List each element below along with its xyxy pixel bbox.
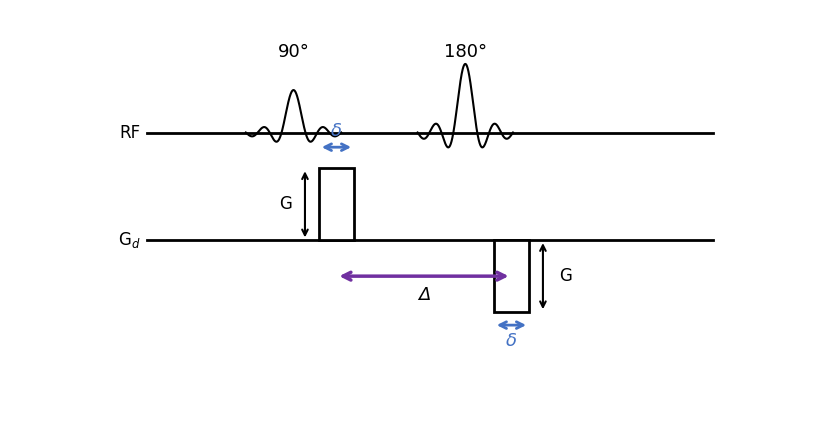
Text: δ: δ — [506, 332, 517, 350]
Bar — [494, 240, 529, 312]
Text: 90°: 90° — [277, 43, 310, 61]
Text: G: G — [559, 267, 571, 285]
Text: 180°: 180° — [443, 43, 487, 61]
Text: G: G — [279, 195, 292, 213]
Text: δ: δ — [331, 122, 342, 140]
Text: Δ: Δ — [418, 286, 430, 304]
Text: G$_d$: G$_d$ — [118, 230, 141, 250]
Bar — [319, 168, 354, 240]
Text: RF: RF — [120, 123, 141, 142]
